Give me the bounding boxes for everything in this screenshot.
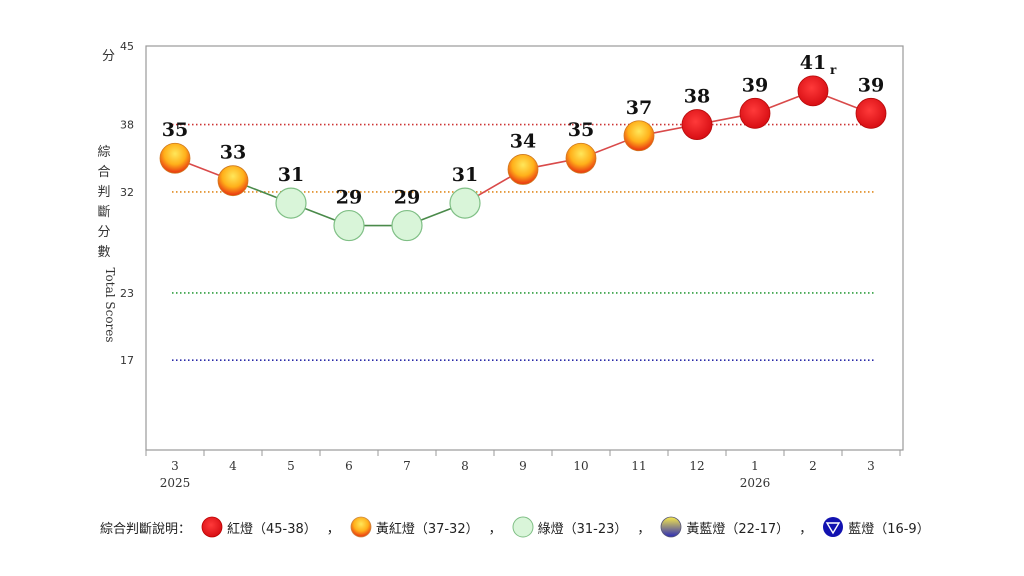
y-unit-label: 分 <box>102 49 115 64</box>
data-value-label: 35 <box>162 119 188 141</box>
data-value-label: 35 <box>568 119 594 141</box>
data-value-label: 39 <box>742 74 768 96</box>
x-tick-label: 8 <box>461 459 469 473</box>
y-tick-label: 17 <box>120 354 134 367</box>
legend-item-blue: 藍燈（16-9） <box>822 516 930 538</box>
x-year-label: 2026 <box>740 476 771 490</box>
x-tick-label: 9 <box>519 459 527 473</box>
legend-title: 綜合判斷說明： <box>100 521 192 537</box>
x-tick-label: 3 <box>171 459 179 473</box>
x-tick-label: 11 <box>631 459 646 473</box>
x-tick-label: 2 <box>809 459 817 473</box>
data-point-marker <box>159 142 191 174</box>
data-value-label: 33 <box>220 142 246 164</box>
x-tick-label: 7 <box>403 459 411 473</box>
legend-item-red: 紅燈（45-38） <box>201 516 317 538</box>
data-point-marker <box>391 209 423 242</box>
y-tick-label: 45 <box>120 40 134 53</box>
legend-label-yellow-blue: 黃藍燈（22-17） <box>686 521 790 537</box>
data-point-marker <box>333 209 365 242</box>
x-tick-label: 5 <box>287 459 295 473</box>
legend-label-blue: 藍燈（16-9） <box>848 521 930 537</box>
data-value-label: 29 <box>336 187 362 209</box>
y-tick-label: 32 <box>120 186 134 199</box>
data-point-marker <box>855 97 887 129</box>
x-tick-label: 1 <box>751 459 759 473</box>
data-point-marker <box>681 109 713 140</box>
blue-light-icon <box>823 517 844 537</box>
revised-mark-label: r <box>830 63 837 77</box>
x-tick-label: 12 <box>689 459 704 473</box>
data-value-label: 37 <box>626 97 652 119</box>
legend-separator: ， <box>637 521 651 537</box>
data-value-label: 31 <box>278 164 304 186</box>
x-tick-label: 3 <box>867 459 875 473</box>
data-point-marker <box>797 75 829 107</box>
legend-label-red: 紅燈（45-38） <box>227 521 317 537</box>
data-value-label: 34 <box>510 130 536 152</box>
x-tick-label: 6 <box>345 459 353 473</box>
green-light-icon <box>512 516 534 538</box>
data-value-label: 39 <box>858 74 884 96</box>
legend-item-yellow-blue: 黃藍燈（22-17） <box>660 516 789 538</box>
data-value-label: 41 <box>800 52 826 74</box>
legend-item-yellow-red: 黃紅燈（37-32） <box>350 516 479 538</box>
data-point-marker <box>507 154 539 185</box>
y-tick-label: 23 <box>120 287 134 300</box>
legend-item-green: 綠燈（31-23） <box>512 516 628 538</box>
legend-label-green: 綠燈（31-23） <box>537 521 628 537</box>
data-value-label: 29 <box>394 187 420 209</box>
plot-area <box>145 45 904 451</box>
legend-separator: ， <box>488 521 502 537</box>
data-point-marker <box>565 142 597 174</box>
red-light-icon <box>201 516 223 538</box>
legend-separator: ， <box>799 521 813 537</box>
data-point-marker <box>623 120 655 152</box>
x-tick-label: 4 <box>229 459 237 473</box>
yellow-red-light-icon <box>350 516 372 538</box>
legend-separator: ， <box>326 521 340 537</box>
y-tick-label: 38 <box>120 119 134 132</box>
data-point-marker <box>275 187 307 219</box>
data-value-label: 38 <box>684 86 710 108</box>
legend: 綜合判斷說明： 紅燈（45-38） ， 黃紅燈（37-32） ， 綠燈（31-2… <box>100 516 936 538</box>
y-axis-title-cn: 綜合判斷分數 <box>97 145 110 260</box>
data-point-marker <box>217 165 249 197</box>
data-point-marker <box>739 97 771 129</box>
yellow-blue-light-icon <box>661 516 682 538</box>
data-value-label: 31 <box>452 164 478 186</box>
x-tick-label: 10 <box>573 459 588 473</box>
x-year-label: 2025 <box>160 476 191 490</box>
y-axis-title-en: Total Scores <box>103 267 117 342</box>
data-point-marker <box>449 187 481 219</box>
legend-label-yellow-red: 黃紅燈（37-32） <box>375 521 479 537</box>
